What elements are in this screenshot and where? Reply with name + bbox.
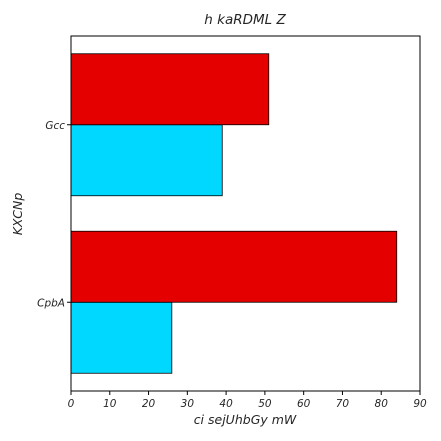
bar-cpba-series-1: [70, 301, 173, 374]
plot-frame: [70, 35, 421, 392]
bar-cpba-series-2: [70, 230, 398, 303]
x-axis-label: ci sejUhbGy mW: [194, 412, 297, 427]
x-tick-label: 90: [413, 398, 427, 410]
x-tick-label: 0: [68, 398, 75, 410]
x-tick-label: 50: [258, 398, 272, 410]
bars-group: [70, 53, 398, 374]
x-tick-label: 80: [375, 398, 389, 410]
x-axis-ticks: 0 10 20 30 40 50 60 70 80 90: [68, 391, 427, 410]
y-axis-label: KXCNp: [10, 193, 25, 236]
x-tick-label: 70: [336, 398, 350, 410]
x-tick-label: 60: [297, 398, 311, 410]
bar-gcc-series-1: [70, 124, 223, 197]
y-tick-label: CpbA: [37, 297, 65, 309]
y-tick-label: Gcc: [45, 120, 65, 132]
x-tick-label: 30: [181, 398, 195, 410]
y-axis-ticks: CpbA Gcc: [37, 120, 71, 309]
chart-title: h kaRDML Z: [204, 12, 286, 28]
bar-gcc-series-2: [70, 53, 270, 126]
x-tick-label: 40: [219, 398, 233, 410]
x-tick-label: 10: [103, 398, 117, 410]
x-tick-label: 20: [142, 398, 156, 410]
